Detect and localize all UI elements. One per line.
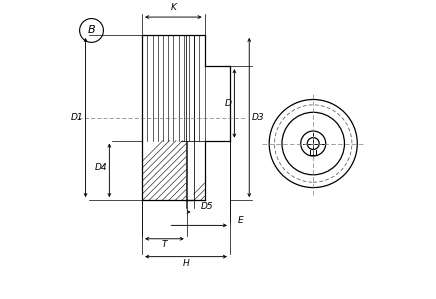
Text: T: T bbox=[162, 240, 167, 249]
Text: D: D bbox=[225, 99, 231, 108]
Text: E: E bbox=[238, 216, 243, 225]
Text: B: B bbox=[88, 25, 95, 36]
Text: H: H bbox=[183, 259, 189, 268]
Text: D1: D1 bbox=[71, 113, 84, 122]
Text: D5: D5 bbox=[201, 202, 213, 210]
Text: D4: D4 bbox=[95, 163, 107, 172]
Text: K: K bbox=[170, 3, 176, 12]
Text: D3: D3 bbox=[252, 113, 265, 122]
